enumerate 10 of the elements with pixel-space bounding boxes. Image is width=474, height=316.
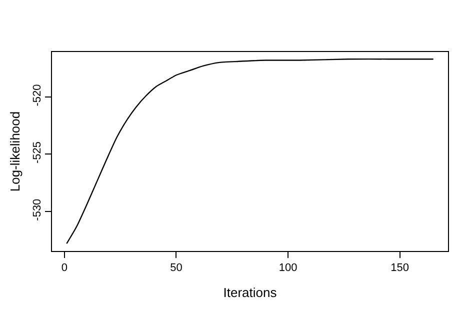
- y-tick-label: -520: [32, 84, 44, 106]
- line-series: [66, 58, 434, 244]
- x-tick-label: 100: [278, 262, 298, 274]
- x-tick-label: 150: [390, 262, 409, 274]
- y-tick-label: -525: [32, 142, 44, 164]
- x-tick-label: 0: [61, 262, 68, 274]
- x-tick-label: 50: [170, 262, 182, 274]
- y-axis-title: Log-likelihood: [8, 111, 23, 192]
- x-axis-title: Iterations: [223, 284, 278, 300]
- y-tick-label: -530: [32, 198, 44, 221]
